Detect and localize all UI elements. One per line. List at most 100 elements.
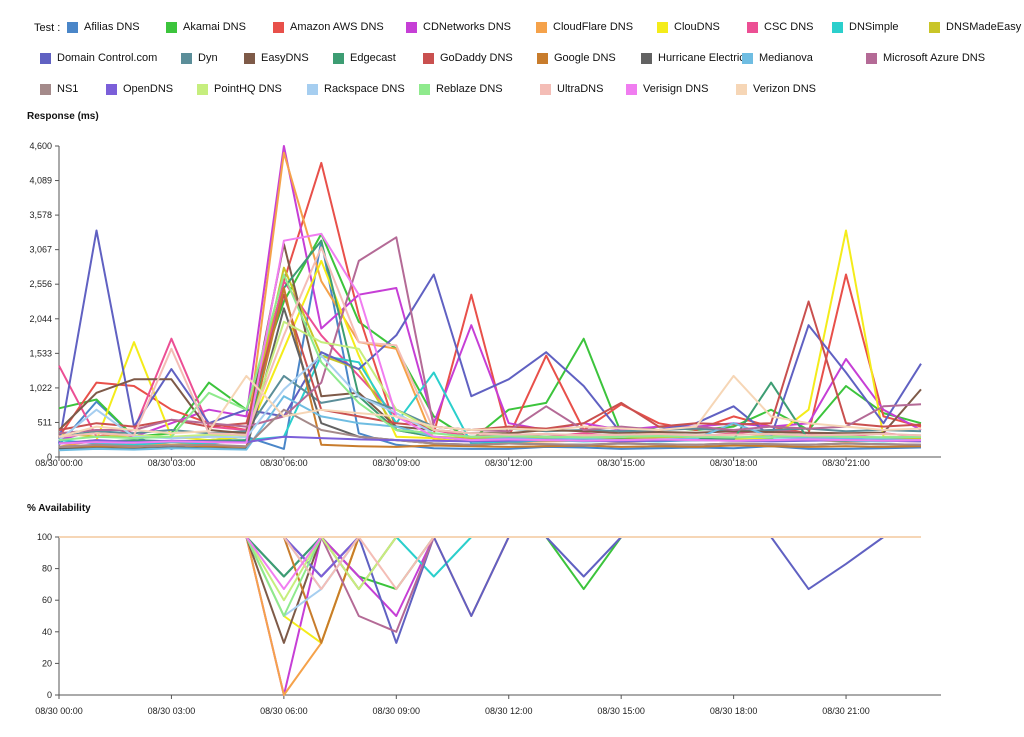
availability-series-line bbox=[59, 536, 921, 591]
legend-item[interactable]: Amazon AWS DNS bbox=[273, 20, 384, 34]
legend-swatch bbox=[166, 21, 177, 33]
legend-label: DNSMadeEasy bbox=[946, 21, 1022, 33]
legend: Test : Afilias DNS Akamai DNS Amazon AWS D… bbox=[0, 0, 1024, 110]
legend-swatch bbox=[537, 52, 548, 64]
legend-item[interactable]: Domain Control.com bbox=[40, 51, 157, 65]
legend-swatch bbox=[307, 83, 318, 95]
availability-series-line bbox=[59, 536, 921, 578]
availability-x-tick-label: 08/30 18:00 bbox=[710, 706, 758, 716]
legend-swatch bbox=[40, 52, 51, 64]
availability-x-tick-label: 08/30 06:00 bbox=[260, 706, 308, 716]
legend-label: OpenDNS bbox=[123, 83, 174, 95]
legend-item[interactable]: Afilias DNS bbox=[67, 20, 140, 34]
legend-item[interactable]: OpenDNS bbox=[106, 82, 173, 96]
response-series-line bbox=[58, 287, 922, 448]
legend-label: Rackspace DNS bbox=[324, 83, 405, 95]
availability-series-line bbox=[59, 536, 921, 578]
response-series-line bbox=[58, 232, 922, 442]
availability-series-line bbox=[59, 536, 921, 578]
legend-label: Medianova bbox=[759, 52, 813, 64]
legend-item[interactable]: CloudFlare DNS bbox=[536, 20, 633, 34]
legend-swatch bbox=[747, 21, 758, 33]
legend-item[interactable]: GoDaddy DNS bbox=[423, 51, 513, 65]
response-x-tick-label: 08/30 21:00 bbox=[822, 458, 870, 468]
legend-item[interactable]: Rackspace DNS bbox=[307, 82, 405, 96]
response-series-line bbox=[58, 145, 922, 442]
legend-item[interactable]: Microsoft Azure DNS bbox=[866, 51, 985, 65]
legend-item[interactable]: Akamai DNS bbox=[166, 20, 246, 34]
legend-swatch bbox=[742, 52, 753, 64]
availability-x-tick-label: 08/30 12:00 bbox=[485, 706, 533, 716]
legend-swatch bbox=[736, 83, 747, 95]
legend-item[interactable]: Verisign DNS bbox=[626, 82, 708, 96]
availability-series-line bbox=[59, 536, 921, 696]
availability-y-tick-label: 20 bbox=[42, 658, 52, 668]
legend-item[interactable]: DNSimple bbox=[832, 20, 899, 34]
response-series-line bbox=[58, 408, 922, 448]
legend-swatch bbox=[832, 21, 843, 33]
legend-item[interactable]: Google DNS bbox=[537, 51, 616, 65]
response-series-line bbox=[58, 161, 922, 438]
legend-label: Edgecast bbox=[350, 52, 396, 64]
legend-item[interactable]: Verizon DNS bbox=[736, 82, 816, 96]
legend-item[interactable]: Reblaze DNS bbox=[419, 82, 503, 96]
legend-swatch bbox=[540, 83, 551, 95]
legend-item[interactable]: CSC DNS bbox=[747, 20, 814, 34]
legend-label: ClouDNS bbox=[674, 21, 720, 33]
legend-label: CloudFlare DNS bbox=[553, 21, 634, 33]
legend-item[interactable]: Medianova bbox=[742, 51, 813, 65]
legend-swatch bbox=[197, 83, 208, 95]
availability-y-tick-label: 80 bbox=[42, 564, 52, 574]
legend-label: Dyn bbox=[198, 52, 218, 64]
legend-swatch bbox=[67, 21, 78, 33]
response-series-line bbox=[58, 273, 922, 442]
legend-label: DNSimple bbox=[849, 21, 899, 33]
legend-label: Domain Control.com bbox=[57, 52, 158, 64]
availability-series-line bbox=[59, 536, 921, 591]
legend-swatch bbox=[244, 52, 255, 64]
legend-label: NS1 bbox=[57, 83, 79, 95]
legend-swatch bbox=[866, 52, 877, 64]
availability-y-tick-label: 0 bbox=[47, 690, 52, 700]
availability-series-line bbox=[59, 536, 921, 644]
availability-y-tick-label: 40 bbox=[42, 627, 52, 637]
legend-label: Reblaze DNS bbox=[436, 83, 503, 95]
legend-swatch bbox=[419, 83, 430, 95]
response-y-tick-label: 3,067 bbox=[29, 245, 52, 255]
legend-label: PointHQ DNS bbox=[214, 83, 282, 95]
availability-chart: 0 20 40 60 80 100 08/30 00:00 08/30 03:00 08/30 … bbox=[35, 532, 941, 716]
legend-item[interactable]: PointHQ DNS bbox=[197, 82, 282, 96]
legend-swatch bbox=[333, 52, 344, 64]
legend-item[interactable]: Dyn bbox=[181, 51, 218, 65]
response-y-tick-label: 1,533 bbox=[29, 348, 52, 358]
response-y-tick-label: 3,578 bbox=[29, 210, 52, 220]
legend-item[interactable]: ClouDNS bbox=[657, 20, 720, 34]
legend-swatch bbox=[641, 52, 652, 64]
response-series-line bbox=[58, 374, 922, 438]
legend-item[interactable]: UltraDNS bbox=[540, 82, 603, 96]
availability-series-line bbox=[59, 536, 921, 696]
legend-label: Afilias DNS bbox=[84, 21, 140, 33]
legend-swatch bbox=[929, 21, 940, 33]
legend-item[interactable]: NS1 bbox=[40, 82, 78, 96]
availability-chart-title: % Availability bbox=[27, 503, 91, 514]
response-x-tick-label: 08/30 00:00 bbox=[35, 458, 83, 468]
legend-swatch bbox=[626, 83, 637, 95]
availability-series-line bbox=[59, 536, 921, 602]
response-series-line bbox=[58, 243, 922, 435]
response-x-tick-label: 08/30 15:00 bbox=[597, 458, 645, 468]
response-chart: 0 511 1,022 1,533 2,044 2,556 3,067 3,578 4,089 4… bbox=[29, 141, 941, 468]
legend-item[interactable]: Edgecast bbox=[333, 51, 396, 65]
response-y-tick-label: 0 bbox=[47, 452, 52, 462]
legend-item[interactable]: CDNetworks DNS bbox=[406, 20, 511, 34]
response-series-line bbox=[58, 239, 922, 445]
availability-x-tick-label: 08/30 03:00 bbox=[148, 706, 196, 716]
legend-item[interactable]: EasyDNS bbox=[244, 51, 309, 65]
legend-item[interactable]: Hurricane Electric bbox=[641, 51, 745, 65]
response-series-line bbox=[58, 232, 922, 445]
legend-item[interactable]: DNSMadeEasy bbox=[929, 20, 1021, 34]
legend-label: GoDaddy DNS bbox=[440, 52, 513, 64]
availability-series-line bbox=[59, 536, 921, 644]
response-x-tick-label: 08/30 18:00 bbox=[710, 458, 758, 468]
response-x-tick-label: 08/30 03:00 bbox=[148, 458, 196, 468]
